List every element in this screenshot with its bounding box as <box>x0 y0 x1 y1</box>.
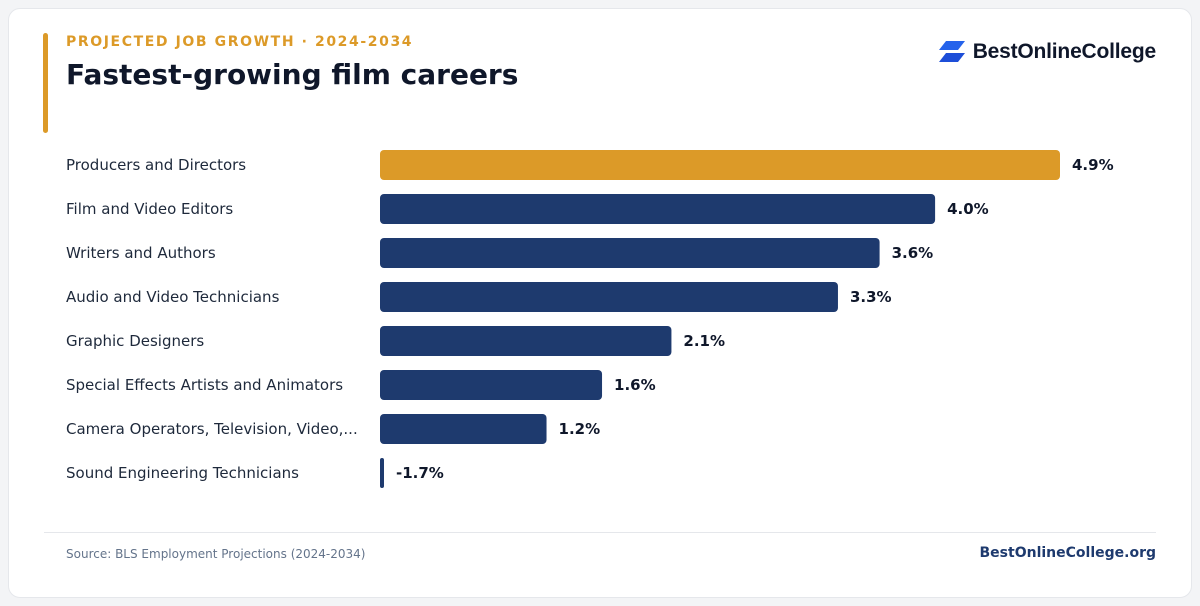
bar <box>380 194 936 224</box>
bar <box>380 370 603 400</box>
bar <box>380 238 880 268</box>
brand-logo-icon <box>938 41 965 62</box>
category-label: Film and Video Editors <box>66 200 233 218</box>
category-label: Camera Operators, Television, Video,... <box>66 420 358 438</box>
footer-site-link[interactable]: BestOnlineCollege.org <box>979 545 1156 561</box>
value-label: 2.1% <box>683 332 725 350</box>
value-label: 3.6% <box>892 244 934 262</box>
value-label: 4.0% <box>947 200 989 218</box>
bar <box>380 414 547 444</box>
brand-logo[interactable]: BestOnlineCollege <box>938 40 1157 64</box>
source-note: Source: BLS Employment Projections (2024… <box>66 547 366 561</box>
value-label: 4.9% <box>1072 156 1114 174</box>
bar <box>380 458 384 488</box>
category-label: Audio and Video Technicians <box>66 288 280 306</box>
chart-eyebrow: PROJECTED JOB GROWTH · 2024-2034 <box>66 34 414 50</box>
bar <box>380 326 672 356</box>
category-label: Producers and Directors <box>66 156 246 174</box>
category-label: Sound Engineering Technicians <box>66 464 299 482</box>
accent-rule <box>43 33 48 133</box>
value-label: -1.7% <box>396 464 444 482</box>
category-label: Special Effects Artists and Animators <box>66 376 343 394</box>
category-label: Graphic Designers <box>66 332 204 350</box>
chart-title: Fastest-growing film careers <box>66 58 519 91</box>
bar <box>380 150 1060 180</box>
value-label: 3.3% <box>850 288 892 306</box>
category-label: Writers and Authors <box>66 244 216 262</box>
footer-divider <box>44 532 1156 533</box>
value-label: 1.6% <box>614 376 656 394</box>
bar <box>380 282 838 312</box>
value-label: 1.2% <box>559 420 601 438</box>
brand-name: BestOnlineCollege <box>972 40 1157 63</box>
